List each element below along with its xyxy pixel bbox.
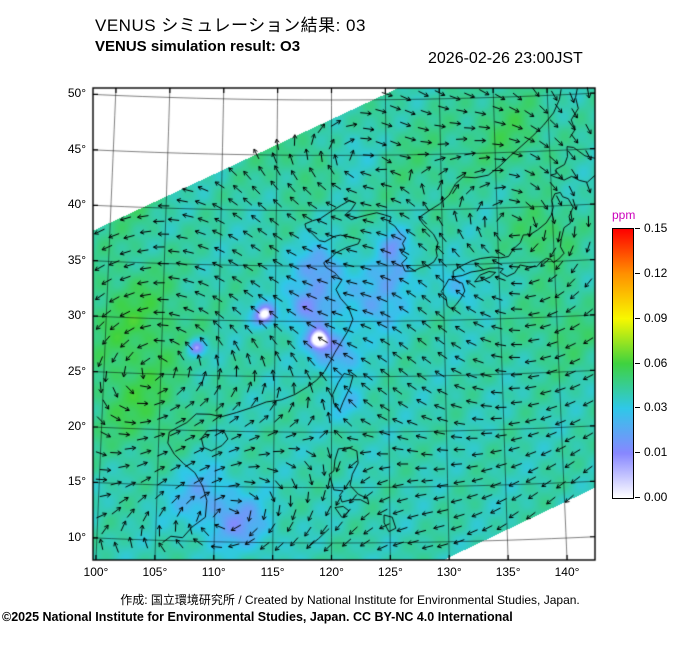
page-title-english: VENUS simulation result: O3 xyxy=(95,38,301,55)
x-axis-tick-label: 110° xyxy=(201,565,226,579)
x-axis-tick-label: 120° xyxy=(319,565,344,579)
colorbar-tick-label: 0.12 xyxy=(644,265,668,280)
colorbar-tick-mark xyxy=(635,452,640,454)
colorbar-gradient xyxy=(612,228,634,499)
y-axis-tick-label: 15° xyxy=(67,474,86,489)
colorbar-tick-label: 0.06 xyxy=(644,355,668,370)
y-axis-tick-label: 20° xyxy=(67,419,86,433)
x-axis-tick-label: 105° xyxy=(142,565,168,579)
y-axis-tick-label: 10° xyxy=(67,529,86,544)
x-axis-tick-label: 135° xyxy=(495,565,521,579)
colorbar-tick-mark xyxy=(635,407,640,409)
footer-credit: 作成: 国立環境研究所 / Created by National Instit… xyxy=(120,593,580,607)
footer-license: ©2025 National Institute for Environment… xyxy=(2,610,513,624)
y-axis-tick-label: 35° xyxy=(67,252,86,267)
x-axis-tick-label: 115° xyxy=(260,565,285,579)
y-axis-tick-label: 50° xyxy=(67,86,86,101)
colorbar: ppm 0.15 0.12 0.09 0.06 0.03 0.01 0.00 xyxy=(604,208,700,513)
colorbar-tick-label: 0.09 xyxy=(644,310,668,325)
colorbar-tick-label: 0.01 xyxy=(644,445,668,460)
colorbar-tick-mark xyxy=(635,497,640,498)
y-axis-tick-label: 30° xyxy=(67,308,86,323)
colorbar-tick-label: 0.15 xyxy=(644,221,668,235)
y-axis-tick-label: 40° xyxy=(67,197,86,212)
y-axis-tick-label: 45° xyxy=(67,141,86,156)
colorbar-tick-mark xyxy=(635,362,640,364)
colorbar-tick-mark xyxy=(635,317,640,319)
page-title-japanese: VENUS シミュレーション結果: 03 xyxy=(95,16,366,35)
x-axis-tick-label: 100° xyxy=(83,565,109,579)
colorbar-tick-label: 0.03 xyxy=(644,400,668,415)
x-axis-tick-label: 125° xyxy=(377,565,403,579)
x-axis-tick-label: 140° xyxy=(554,565,580,579)
colorbar-unit-label: ppm xyxy=(612,208,636,222)
y-axis-tick-label: 25° xyxy=(67,363,86,378)
timestamp: 2026-02-26 23:00JST xyxy=(428,50,583,67)
x-axis-tick-label: 130° xyxy=(436,565,462,579)
colorbar-tick-label: 0.00 xyxy=(644,490,668,504)
colorbar-tick-mark xyxy=(635,228,640,229)
colorbar-tick-mark xyxy=(635,272,640,274)
